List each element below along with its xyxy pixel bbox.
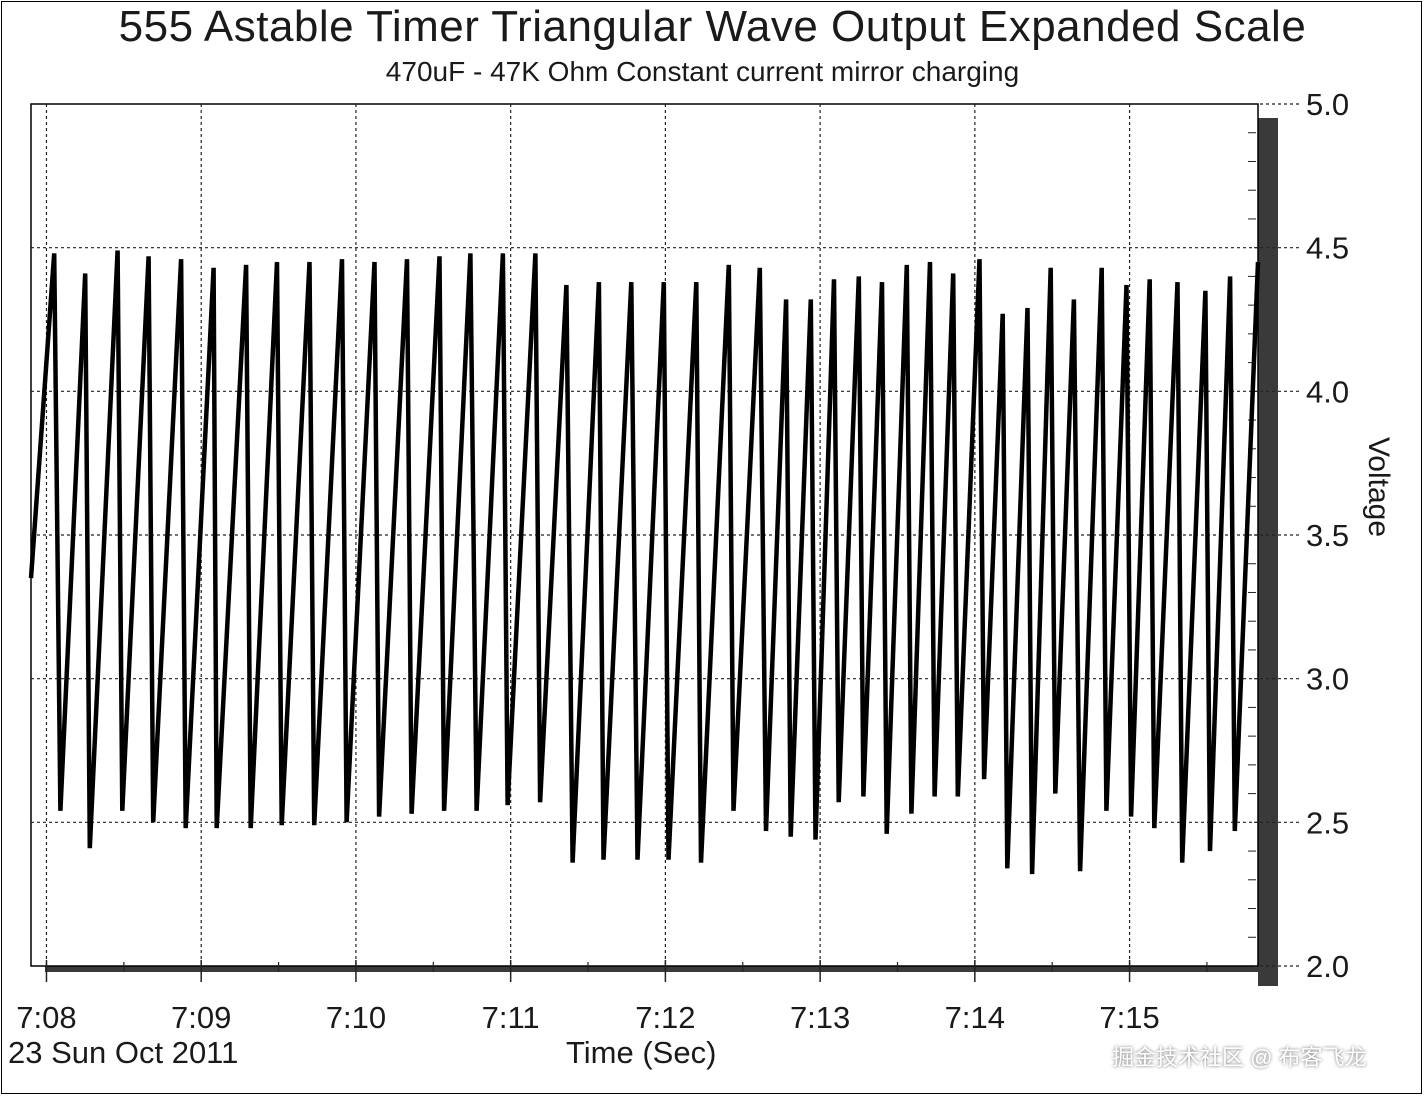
y-tick-label: 4.5 bbox=[1306, 231, 1349, 266]
x-tick-label: 7:08 bbox=[16, 1000, 76, 1035]
x-tick-label: 7:11 bbox=[482, 1000, 540, 1035]
x-axis-label: Time (Sec) bbox=[566, 1035, 717, 1070]
date-label: 23 Sun Oct 2011 bbox=[8, 1035, 239, 1070]
y-tick-label: 3.5 bbox=[1306, 518, 1349, 553]
tick-labels: 2.0 2.5 3.0 3.5 4.0 4.5 5.0 7:08 7:09 7:10 7:11 7:1… bbox=[16, 87, 1349, 1035]
series-line bbox=[28, 250, 1261, 875]
plot-shadow bbox=[45, 118, 1278, 986]
x-tick-label: 7:14 bbox=[945, 1000, 1005, 1035]
x-tick-label: 7:15 bbox=[1099, 1000, 1159, 1035]
chart-subtitle: 470uF - 47K Ohm Constant current mirror … bbox=[385, 56, 1020, 87]
chart-title: 555 Astable Timer Triangular Wave Output… bbox=[118, 2, 1307, 51]
series-layer bbox=[28, 250, 1261, 875]
y-tick-label: 5.0 bbox=[1306, 87, 1349, 122]
plot-shadow-bottom bbox=[45, 966, 1278, 972]
y-tick-label: 2.5 bbox=[1306, 805, 1349, 840]
x-tick-label: 7:09 bbox=[171, 1000, 231, 1035]
x-tick-label: 7:13 bbox=[790, 1000, 850, 1035]
y-axis-label: Voltage bbox=[1362, 436, 1395, 538]
x-tick-label: 7:12 bbox=[635, 1000, 695, 1035]
y-tick-label: 3.0 bbox=[1306, 662, 1349, 697]
y-tick-label: 4.0 bbox=[1306, 374, 1349, 409]
watermark: 掘金技术社区 @ 布客飞龙 bbox=[1112, 1045, 1367, 1070]
axis-ticks bbox=[45, 103, 1302, 982]
x-tick-label: 7:10 bbox=[326, 1000, 386, 1035]
y-tick-label: 2.0 bbox=[1306, 949, 1349, 984]
plot-shadow-right bbox=[1258, 118, 1278, 986]
